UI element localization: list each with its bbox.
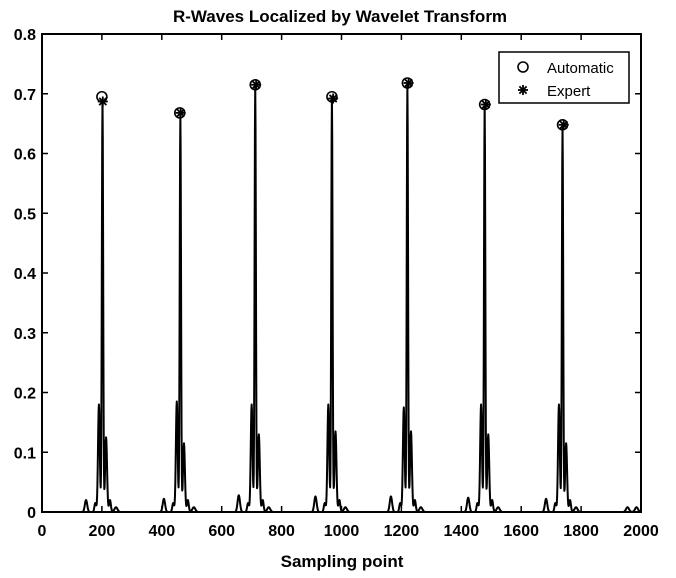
y-tick-label: 0.6 [14,147,36,164]
legend: Automatic Expert [499,52,629,103]
x-tick-label: 1400 [444,523,480,540]
y-tick-label: 0.7 [14,87,36,104]
x-tick-label: 1800 [563,523,599,540]
x-tick-label: 0 [38,523,47,540]
x-tick-label: 1000 [324,523,360,540]
x-tick-label: 600 [208,523,235,540]
y-tick-label: 0 [27,505,36,522]
legend-label-automatic: Automatic [547,60,614,77]
chart-title: R-Waves Localized by Wavelet Transform [173,7,507,26]
x-tick-label: 800 [268,523,295,540]
y-tick-label: 0.5 [14,206,36,223]
x-tick-label: 2000 [623,523,659,540]
expert-marker [176,108,186,118]
expert-marker [251,80,261,90]
y-tick-label: 0.8 [14,27,36,44]
legend-asterisk-glyph [518,85,528,95]
y-tick-label: 0.1 [14,445,36,462]
y-tick-label: 0.4 [14,266,36,283]
x-tick-label: 200 [89,523,116,540]
y-tick-label: 0.2 [14,386,36,403]
x-tick-label: 1600 [503,523,539,540]
legend-asterisk-marker-icon [518,85,528,95]
legend-label-expert: Expert [547,83,591,100]
expert-marker [328,94,338,104]
expert-marker [98,97,108,107]
expert-marker [559,120,569,130]
y-tick-label: 0.3 [14,326,36,343]
x-tick-label: 1200 [384,523,420,540]
expert-marker [481,100,491,110]
x-tick-label: 400 [148,523,175,540]
x-axis-label: Sampling point [281,552,404,571]
expert-marker [404,78,414,88]
